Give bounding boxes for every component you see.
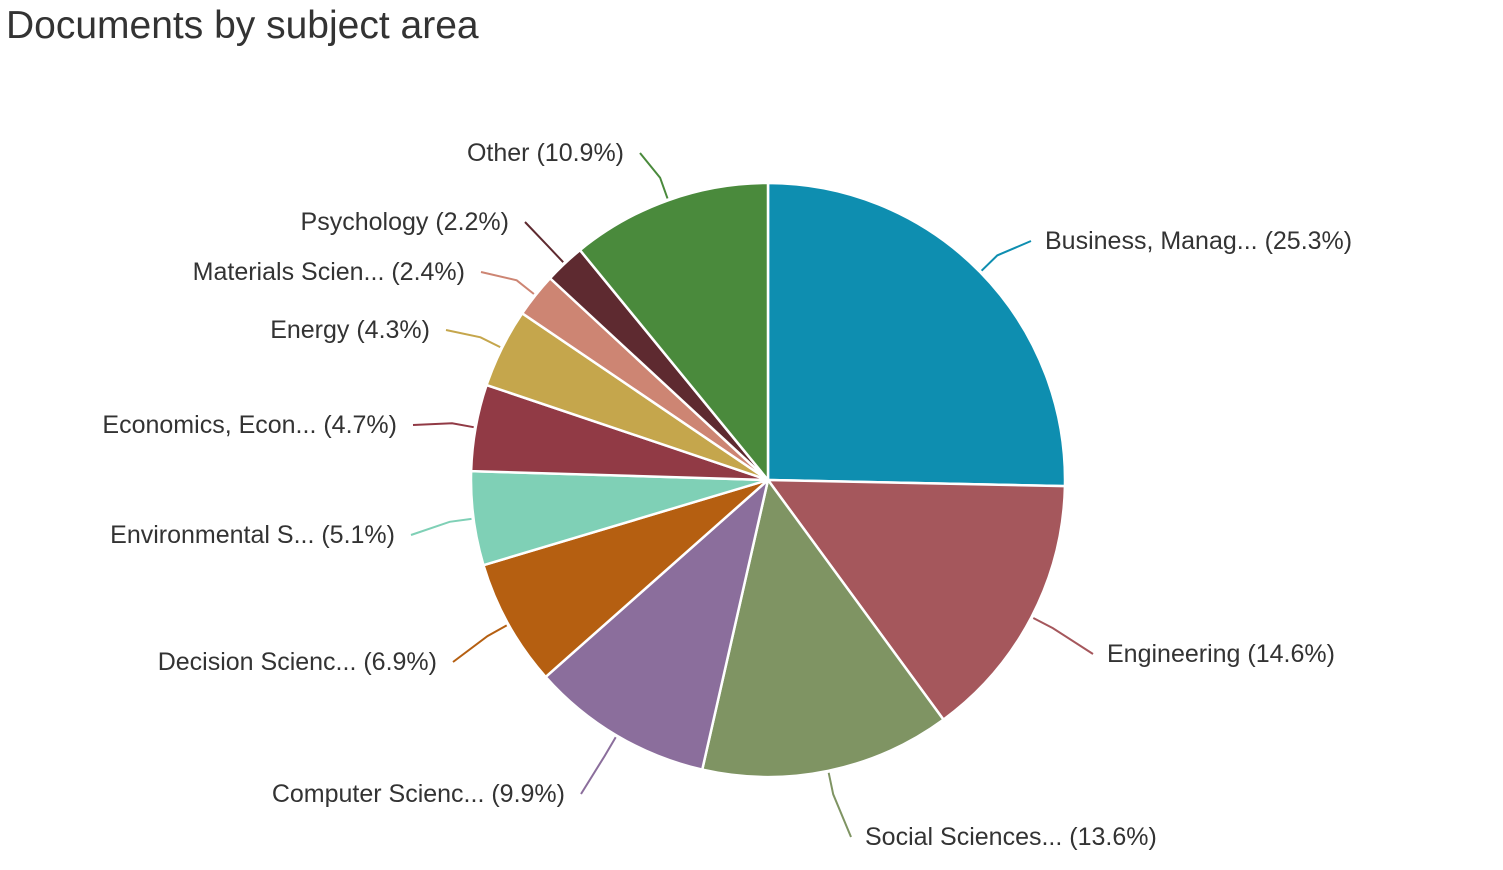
slice-label-percent: (14.6%) — [1240, 640, 1334, 668]
slice-label-psychology: Psychology (2.2%) — [301, 208, 509, 236]
slice-label-other: Other (10.9%) — [467, 139, 624, 167]
slice-label-name: Social Sciences... — [865, 823, 1062, 851]
slice-label-energy: Energy (4.3%) — [270, 316, 430, 344]
slice-label-economics-econ: Economics, Econ... (4.7%) — [102, 411, 397, 439]
slice-label-decision-scienc: Decision Scienc... (6.9%) — [158, 648, 437, 676]
slice-label-computer-scienc: Computer Scienc... (9.9%) — [272, 780, 565, 808]
slice-label-name: Engineering — [1107, 640, 1240, 668]
slice-label-percent: (4.7%) — [316, 411, 397, 439]
slice-label-percent: (10.9%) — [530, 139, 624, 167]
slice-label-name: Economics, Econ... — [102, 411, 316, 439]
slice-label-materials-scien: Materials Scien... (2.4%) — [193, 258, 465, 286]
slice-label-percent: (25.3%) — [1258, 227, 1352, 255]
pie-leader-lines — [410, 152, 1094, 838]
slice-label-name: Energy — [270, 316, 350, 344]
slice-label-percent: (2.4%) — [384, 258, 465, 286]
slice-label-name: Psychology — [301, 208, 429, 236]
slice-label-social-sciences: Social Sciences... (13.6%) — [865, 823, 1157, 851]
slice-label-name: Business, Manag... — [1045, 227, 1258, 255]
slice-label-name: Other — [467, 139, 530, 167]
slice-label-percent: (4.3%) — [349, 316, 430, 344]
slice-label-percent: (2.2%) — [428, 208, 509, 236]
leader-line-economics-econ — [412, 422, 474, 429]
leader-line-decision-scienc — [452, 624, 508, 663]
leader-line-energy — [445, 329, 501, 348]
slice-label-name: Materials Scien... — [193, 258, 385, 286]
pie-labels: Business, Manag... (25.3%) Engineering (1… — [102, 139, 1352, 851]
slice-label-percent: (6.9%) — [356, 648, 437, 676]
leader-line-psychology — [524, 221, 564, 263]
slice-label-engineering: Engineering (14.6%) — [1107, 640, 1335, 668]
leader-line-social-sciences — [827, 772, 852, 838]
slice-label-name: Computer Scienc... — [272, 780, 485, 808]
leader-line-business-manag — [980, 240, 1032, 272]
pie-slice-computer-scienc[interactable] — [544, 478, 770, 771]
slice-label-percent: (5.1%) — [314, 521, 395, 549]
pie-slice-engineering[interactable] — [766, 478, 1067, 721]
slice-label-name: Environmental S... — [110, 521, 314, 549]
pie-slice-decision-scienc[interactable] — [482, 478, 770, 679]
leader-line-engineering — [1032, 617, 1094, 655]
pie-slice-other[interactable] — [578, 181, 770, 482]
leader-line-materials-scien — [480, 271, 535, 295]
slice-label-percent: (13.6%) — [1062, 823, 1156, 851]
chart-title: Documents by subject area — [6, 4, 479, 47]
slice-label-business-manag: Business, Manag... (25.3%) — [1045, 227, 1352, 255]
slice-label-percent: (9.9%) — [484, 780, 565, 808]
pie-slice-social-sciences[interactable] — [700, 478, 945, 779]
leader-line-computer-scienc — [580, 736, 617, 795]
slice-label-environmental-s: Environmental S... (5.1%) — [110, 521, 395, 549]
leader-line-other — [639, 152, 669, 199]
leader-line-environmental-s — [410, 517, 472, 536]
pie-slices — [469, 181, 1067, 779]
pie-slice-business-manag[interactable] — [766, 181, 1067, 488]
slice-label-name: Decision Scienc... — [158, 648, 357, 676]
